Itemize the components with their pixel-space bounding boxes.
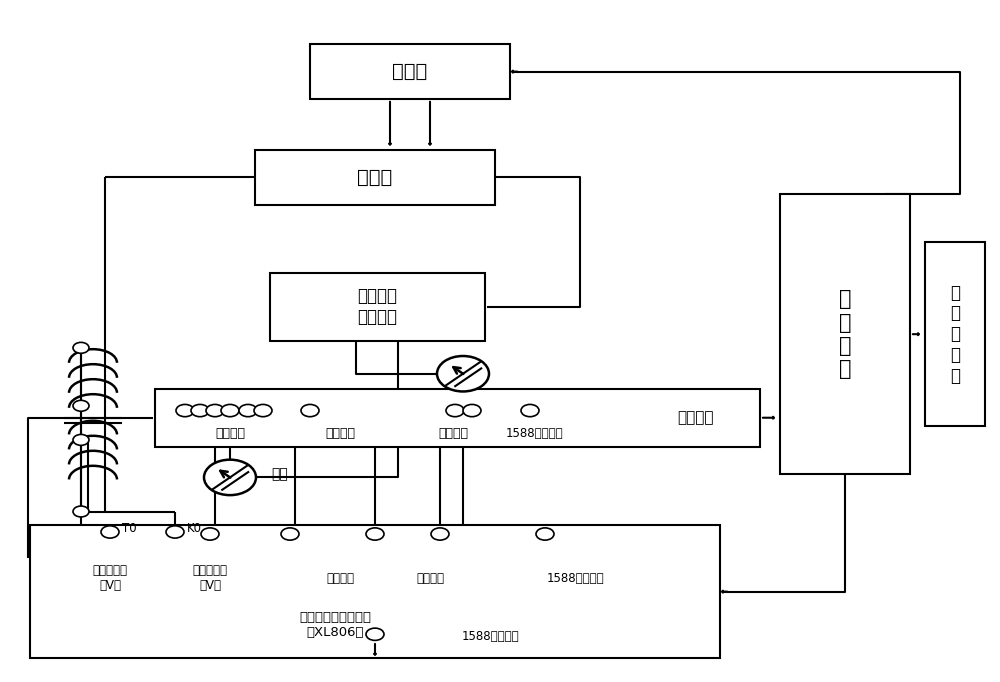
Text: T0: T0	[122, 522, 137, 535]
Text: 1588输入输出: 1588输入输出	[505, 426, 563, 440]
Circle shape	[301, 404, 319, 417]
Circle shape	[73, 506, 89, 517]
FancyBboxPatch shape	[255, 150, 495, 205]
Text: 数字输出: 数字输出	[438, 426, 468, 440]
Text: K0: K0	[187, 522, 202, 535]
Text: 时钟输入: 时钟输入	[416, 572, 444, 585]
FancyBboxPatch shape	[270, 273, 485, 341]
Circle shape	[73, 342, 89, 353]
Text: 电子式互感器校验仪
（XL806）: 电子式互感器校验仪 （XL806）	[299, 611, 371, 639]
Text: 时钟输出: 时钟输出	[326, 572, 354, 585]
Circle shape	[521, 404, 539, 417]
FancyBboxPatch shape	[310, 44, 510, 99]
Circle shape	[463, 404, 481, 417]
FancyBboxPatch shape	[155, 389, 760, 447]
Text: 时钟输入: 时钟输入	[325, 426, 355, 440]
Text: 合并单元: 合并单元	[677, 411, 713, 425]
Text: 数字输入: 数字输入	[215, 426, 245, 440]
Circle shape	[101, 526, 119, 538]
Circle shape	[281, 528, 299, 540]
Text: 升流器: 升流器	[357, 168, 393, 187]
Circle shape	[206, 404, 224, 417]
FancyBboxPatch shape	[30, 525, 720, 658]
Circle shape	[254, 404, 272, 417]
Circle shape	[239, 404, 257, 417]
Circle shape	[437, 356, 489, 391]
Circle shape	[204, 460, 256, 495]
Circle shape	[201, 528, 219, 540]
Text: 恒流源: 恒流源	[392, 62, 428, 81]
Circle shape	[191, 404, 209, 417]
Circle shape	[221, 404, 239, 417]
FancyBboxPatch shape	[925, 242, 985, 426]
Text: 1588输入输入: 1588输入输入	[461, 629, 519, 643]
Circle shape	[366, 528, 384, 540]
Circle shape	[446, 404, 464, 417]
Circle shape	[536, 528, 554, 540]
Circle shape	[166, 526, 184, 538]
Text: 数字量输入
（V）: 数字量输入 （V）	[192, 564, 228, 593]
Circle shape	[176, 404, 194, 417]
Text: 1588输入输入: 1588输入输入	[546, 572, 604, 585]
Text: 电子式电
流互感器: 电子式电 流互感器	[358, 288, 398, 326]
Text: 光纤: 光纤	[271, 467, 288, 481]
FancyBboxPatch shape	[780, 194, 910, 474]
Circle shape	[431, 528, 449, 540]
Text: 控
制
平
台: 控 制 平 台	[839, 289, 851, 379]
Text: 模拟量输入
（V）: 模拟量输入 （V）	[92, 564, 128, 593]
Text: 后
台
计
算
机: 后 台 计 算 机	[950, 284, 960, 385]
Circle shape	[73, 434, 89, 445]
Circle shape	[366, 628, 384, 640]
Circle shape	[73, 400, 89, 411]
